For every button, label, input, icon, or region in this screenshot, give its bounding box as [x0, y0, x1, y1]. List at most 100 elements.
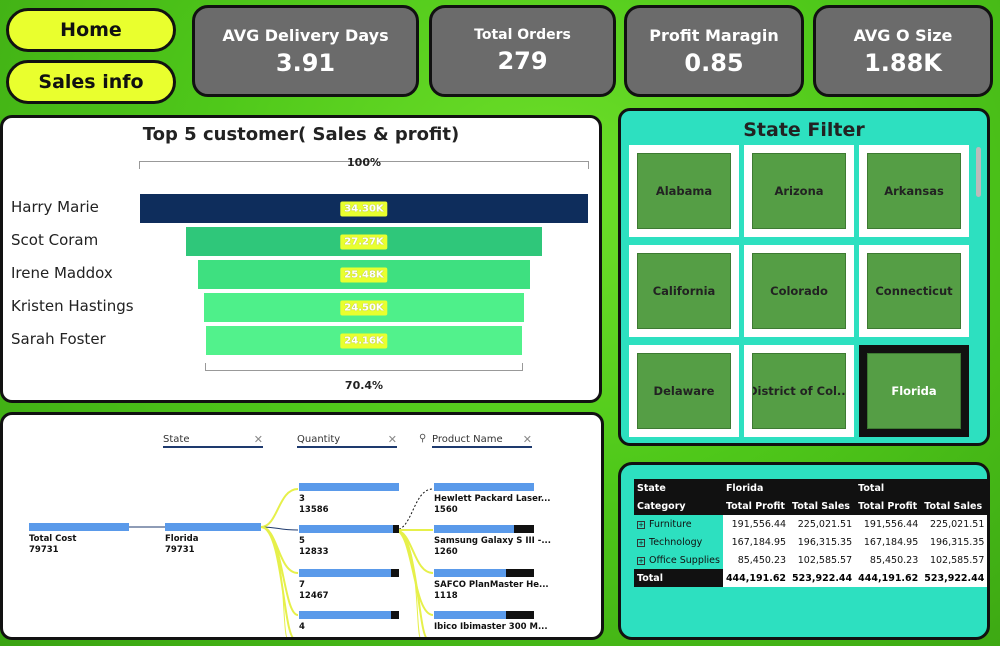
state-tile[interactable]: Arkansas: [859, 145, 969, 237]
tree-header-product[interactable]: ⚲ Product Name ✕: [419, 433, 532, 448]
funnel-bar[interactable]: 27.27K: [185, 227, 543, 256]
funnel-bar[interactable]: 25.48K: [197, 260, 531, 289]
expand-icon[interactable]: +: [637, 556, 645, 565]
state-tile[interactable]: Delaware: [629, 345, 739, 437]
tree-header-quantity[interactable]: Quantity ✕: [297, 433, 397, 448]
tree-node-quantity[interactable]: 3 13586: [299, 483, 399, 516]
tree-node-product[interactable]: Samsung Galaxy S III -... 1260: [434, 525, 551, 558]
customer-name: Irene Maddox: [11, 264, 113, 282]
kpi-avg-order-size: AVG O Size 1.88K: [813, 5, 993, 97]
node-bar-remainder: [391, 569, 399, 577]
tree-node-quantity[interactable]: 5 12833: [299, 525, 399, 558]
node-bar-remainder: [514, 525, 534, 533]
tree-node-product[interactable]: Ibico Ibimaster 300 M...: [434, 611, 548, 633]
kpi-profit-margin: Profit Maragin 0.85: [624, 5, 804, 97]
node-value: 79731: [165, 545, 195, 555]
close-icon[interactable]: ✕: [522, 433, 532, 446]
cell: 196,315.35: [789, 533, 856, 551]
cell: 167,184.95: [855, 533, 922, 551]
funnel-bar[interactable]: 24.50K: [204, 293, 524, 322]
node-label: 7: [299, 580, 305, 590]
funnel-bottom-percent: 70.4%: [344, 379, 384, 392]
header-category[interactable]: Category: [634, 497, 723, 515]
category-cell[interactable]: + Office Supplies: [634, 551, 723, 569]
funnel-bar-label: 24.16K: [340, 333, 388, 348]
funnel-bar[interactable]: 24.16K: [206, 326, 522, 355]
node-value: 13586: [299, 505, 329, 515]
header-state: State: [634, 479, 723, 497]
matrix-body: + Furniture 191,556.44 225,021.51 191,556.44…: [634, 515, 988, 569]
header-profit[interactable]: Total Profit: [722, 497, 790, 515]
state-tile[interactable]: Connecticut: [859, 245, 969, 337]
cell: 102,585.57: [789, 551, 856, 569]
header-profit[interactable]: Total Profit: [855, 497, 922, 515]
funnel-bar-label: 25.48K: [340, 267, 388, 282]
tree-node-product[interactable]: SAFCO PlanMaster He... 1118: [434, 569, 549, 602]
node-label: Samsung Galaxy S III -...: [434, 536, 552, 546]
close-icon[interactable]: ✕: [253, 433, 263, 446]
state-tile-label: Arkansas: [867, 153, 961, 229]
node-bar: [299, 483, 399, 491]
cell: 225,021.51: [921, 515, 988, 533]
kpi-value: 0.85: [684, 48, 744, 77]
expand-icon[interactable]: +: [637, 538, 645, 547]
state-tile[interactable]: District of Col...: [744, 345, 854, 437]
node-bar: [299, 611, 399, 619]
header-sales[interactable]: Total Sales: [921, 497, 988, 515]
state-tile-label: Alabama: [637, 153, 731, 229]
state-tile[interactable]: Arizona: [744, 145, 854, 237]
cell: 523,922.44: [921, 569, 988, 587]
tree-node-root[interactable]: Total Cost 79731: [29, 523, 129, 556]
cell: 196,315.35: [921, 533, 988, 551]
customer-name: Scot Coram: [11, 231, 99, 249]
decomposition-tree: State ✕ Quantity ✕ ⚲ Product Name ✕ Tota…: [0, 412, 604, 640]
state-tile[interactable]: Colorado: [744, 245, 854, 337]
kpi-label: Total Orders: [474, 27, 571, 43]
cell: 444,191.62: [855, 569, 922, 587]
state-tile-label: Delaware: [637, 353, 731, 429]
header-total: Total: [855, 479, 988, 497]
funnel-bar[interactable]: 34.30K: [140, 194, 588, 223]
cell: 102,585.57: [921, 551, 988, 569]
node-bar-remainder: [506, 611, 534, 619]
funnel-bottom-bracket: [205, 363, 523, 371]
lightbulb-icon: ⚲: [419, 433, 427, 444]
node-bar: [434, 611, 534, 619]
kpi-value: 279: [497, 47, 548, 75]
tree-node-state[interactable]: Florida 79731: [165, 523, 261, 556]
close-icon[interactable]: ✕: [387, 433, 397, 446]
category-cell[interactable]: + Furniture: [634, 515, 723, 533]
sales-profit-matrix: State Florida Total Category Total Profi…: [618, 462, 990, 640]
matrix-table: State Florida Total Category Total Profi…: [634, 479, 988, 587]
top-customers-funnel: Top 5 customer( Sales & profit) 100% Har…: [0, 115, 602, 403]
tree-node-quantity[interactable]: 4: [299, 611, 399, 633]
cell: 523,922.44: [789, 569, 856, 587]
node-bar-remainder: [393, 525, 399, 533]
tree-header-state[interactable]: State ✕: [163, 433, 263, 448]
state-tile[interactable]: Florida: [859, 345, 969, 437]
scrollbar[interactable]: [976, 147, 981, 197]
node-bar: [434, 569, 534, 577]
node-label: Total Cost: [29, 534, 77, 544]
node-label: SAFCO PlanMaster He...: [434, 580, 549, 590]
home-button[interactable]: Home: [6, 8, 176, 52]
tree-header-label: Product Name: [432, 434, 503, 445]
kpi-value: 1.88K: [864, 48, 942, 77]
state-tile[interactable]: Alabama: [629, 145, 739, 237]
tree-node-quantity[interactable]: 7 12467: [299, 569, 399, 602]
expand-icon[interactable]: +: [637, 520, 645, 529]
header-sales[interactable]: Total Sales: [789, 497, 856, 515]
category-cell[interactable]: + Technology: [634, 533, 723, 551]
node-value: 79731: [29, 545, 59, 555]
state-tile-label: Connecticut: [867, 253, 961, 329]
state-filter-title: State Filter: [743, 119, 865, 141]
cell: 444,191.62: [722, 569, 790, 587]
state-tile[interactable]: California: [629, 245, 739, 337]
node-label: Ibico Ibimaster 300 M...: [434, 622, 548, 632]
cell: 191,556.44: [722, 515, 790, 533]
kpi-label: AVG O Size: [853, 25, 953, 45]
customer-name: Kristen Hastings: [11, 297, 134, 315]
sales-info-button[interactable]: Sales info: [6, 60, 176, 104]
tree-node-product[interactable]: Hewlett Packard Laser... 1560: [434, 483, 551, 516]
matrix-row: + Technology 167,184.95 196,315.35 167,184.9…: [634, 533, 988, 551]
